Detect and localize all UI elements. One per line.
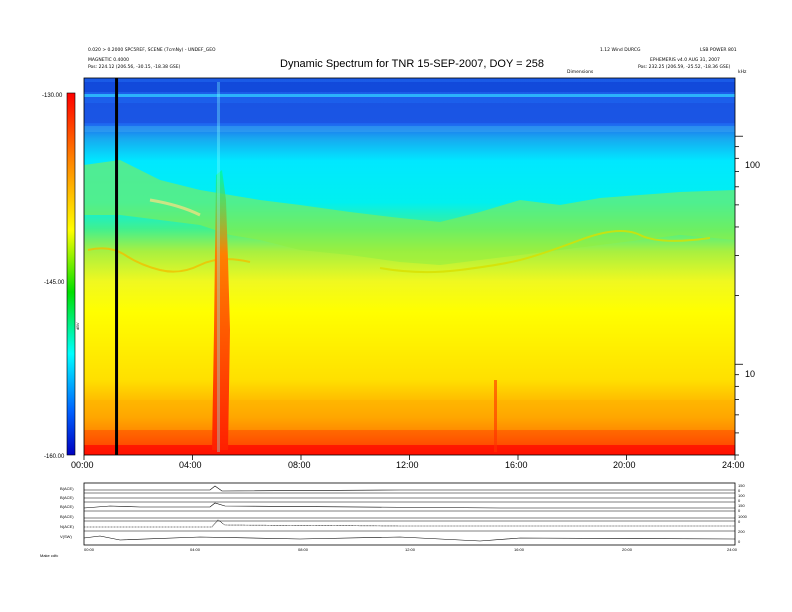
y-tick-label-100: 100 bbox=[745, 160, 760, 170]
header-info-right-3: EPHEMERIS v4.0 AUG 31, 2007 bbox=[650, 58, 720, 63]
y-axis-unit-label: kHz bbox=[738, 70, 747, 75]
y-tick-label-10: 10 bbox=[745, 369, 755, 379]
subpanel-x-tick-3: 12:00 bbox=[405, 547, 416, 552]
subpanel-frame bbox=[83, 482, 736, 546]
spectrum-emission-line-right bbox=[379, 230, 711, 274]
subpanel-scale-3: 0 bbox=[738, 498, 741, 503]
x-tick-8: 08:00 bbox=[288, 460, 311, 470]
spectrum-green-band bbox=[84, 160, 735, 265]
subpanel-trace-5 bbox=[84, 519, 735, 528]
subpanel-label-3: B(ACE) bbox=[60, 504, 74, 509]
spectrum-background bbox=[84, 78, 735, 455]
subpanel-trace-6 bbox=[83, 535, 736, 542]
subpanel-label-6: V(SW) bbox=[60, 534, 72, 539]
subpanel-scale-2: 100 bbox=[738, 493, 745, 498]
header-dimensions-label: Dimensions bbox=[567, 70, 594, 75]
footer-label: Make cdfc bbox=[40, 553, 58, 558]
x-tick-0: 00:00 bbox=[71, 460, 94, 470]
header-info-left-2: MAGNETIC 0.4000 bbox=[88, 58, 129, 63]
colorbar-tick-bottom: -160.00 bbox=[44, 454, 65, 460]
spectrum-band-deep-blue bbox=[84, 82, 735, 92]
colorbar-frame bbox=[66, 92, 76, 456]
x-tick-16: 16:00 bbox=[505, 460, 528, 470]
subpanel-x-tick-0: 00:00 bbox=[84, 547, 95, 552]
subpanel-scale-7: 0 bbox=[738, 519, 741, 524]
x-tick-24: 24:00 bbox=[722, 460, 745, 470]
spectrum-band-blue bbox=[84, 103, 735, 123]
x-tick-4: 04:00 bbox=[179, 460, 202, 470]
header-info-left-1: 0.020 > 0.2000 SPC5REF, SCENE (7cmNy) - … bbox=[88, 48, 216, 53]
spectrum-heatmap bbox=[84, 78, 735, 455]
chart-title: Dynamic Spectrum for TNR 15-SEP-2007, DO… bbox=[280, 58, 545, 70]
subpanel-trace-1 bbox=[84, 485, 735, 492]
subpanel-scale-1: 0 bbox=[738, 488, 741, 493]
x-tick-20: 20:00 bbox=[613, 460, 636, 470]
spectrum-spike bbox=[494, 380, 497, 452]
x-tick-12: 12:00 bbox=[396, 460, 419, 470]
colorbar bbox=[67, 93, 75, 455]
subpanel-label-4: B(ACE) bbox=[60, 514, 74, 519]
x-axis-main bbox=[83, 455, 736, 460]
spectrum-band-red bbox=[84, 445, 735, 455]
spectrum-band-red-orange bbox=[84, 430, 735, 445]
spectrum-emission-line-upper bbox=[149, 198, 201, 217]
colorbar-tick-mid: -145.00 bbox=[44, 280, 65, 286]
colorbar-label: dBV bbox=[75, 322, 80, 330]
header-info-right-1: 1.12 Wind DURCG bbox=[600, 48, 641, 53]
subpanel-scale-9: 0 bbox=[738, 539, 741, 544]
subpanel-scale-8: 200 bbox=[738, 529, 745, 534]
spectrum-line-light bbox=[84, 94, 735, 97]
subpanel-scale-4: 150 bbox=[738, 503, 745, 508]
header-info-right-2: LSB POWER 801 bbox=[700, 48, 737, 53]
subpanel-label-1: B(ACE) bbox=[60, 486, 74, 491]
right-y-axis bbox=[735, 135, 743, 456]
solar-wind-subpanels bbox=[83, 482, 736, 546]
subpanel-label-5: N(ACE) bbox=[60, 524, 74, 529]
subpanel-label-2: B(ACE) bbox=[60, 495, 74, 500]
spectrum-band-orange bbox=[84, 400, 735, 430]
subpanel-trace-3 bbox=[83, 502, 735, 509]
subpanel-scale-5: 0 bbox=[738, 508, 741, 513]
subpanel-scale-6: 1000 bbox=[738, 514, 748, 519]
spectrum-burst bbox=[212, 170, 230, 450]
subpanel-scale-0: 150 bbox=[738, 483, 745, 488]
header-info-right-4: Pos: 232.25 (206.59, -25.52, -18.36 GSE) bbox=[638, 65, 731, 70]
subpanel-x-tick-5: 20:00 bbox=[622, 547, 633, 552]
subpanel-x-tick-4: 16:00 bbox=[514, 547, 525, 552]
spectrum-band-transition bbox=[84, 126, 735, 132]
header-info-left-3: Pos: 224.12 (206.56, -30.15, -18.38 GSE) bbox=[88, 65, 181, 70]
subpanel-x-tick-2: 08:00 bbox=[298, 547, 309, 552]
subpanel-x-tick-1: 04:00 bbox=[190, 547, 201, 552]
subpanel-x-tick-6: 24:00 bbox=[727, 547, 738, 552]
colorbar-tick-top: -130.00 bbox=[42, 93, 63, 99]
spectrum-burst-streak bbox=[217, 82, 220, 452]
